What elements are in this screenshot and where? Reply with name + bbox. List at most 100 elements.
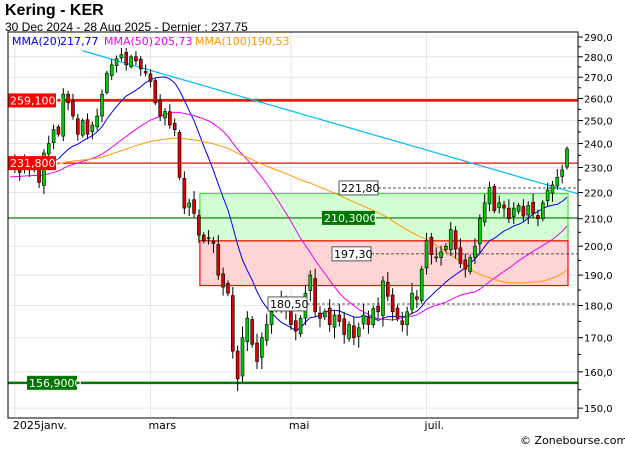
candle (536, 209, 540, 227)
candle-body (269, 311, 274, 325)
candle (71, 93, 75, 120)
dashed-level-label: 197,30 (334, 248, 373, 261)
candle-body (206, 237, 211, 240)
candle (168, 104, 172, 129)
candle-body (211, 240, 216, 244)
candle (192, 190, 196, 218)
candle-body (298, 317, 303, 335)
y-tick-label: 200,0 (584, 242, 613, 253)
candle-body (453, 230, 458, 250)
candle-body (56, 126, 61, 135)
dashed-label-box (267, 296, 308, 312)
candle (366, 310, 371, 334)
candle-body (545, 189, 550, 202)
candle-body (80, 120, 85, 136)
candle-body (502, 204, 506, 209)
candle-body (201, 234, 206, 241)
candle (90, 121, 95, 140)
legend-value: 190,53 (251, 35, 290, 48)
candle (51, 124, 56, 150)
candle-body (192, 199, 196, 214)
candle (560, 164, 564, 184)
candle-body (540, 202, 545, 220)
candle-body (400, 320, 405, 325)
candle (134, 51, 138, 66)
candle (245, 311, 250, 352)
legend-label: MMA(20) (12, 35, 61, 48)
candle-body (511, 207, 516, 217)
candle-body (138, 58, 143, 70)
candle (347, 321, 351, 342)
candle (293, 313, 298, 341)
candle (318, 306, 322, 328)
candle-body (61, 93, 66, 137)
candle-body (119, 54, 124, 59)
candle (308, 270, 313, 302)
candle-body (240, 337, 245, 377)
candle (502, 200, 506, 218)
candle (453, 226, 458, 259)
dashed-label-box (338, 180, 379, 196)
candle-body (424, 240, 429, 269)
candle-body (521, 206, 526, 217)
candle-body (308, 274, 313, 291)
candle-body (337, 314, 342, 322)
candle-body (85, 119, 90, 135)
candle (231, 287, 235, 359)
candle-body (555, 177, 560, 187)
candle (235, 345, 240, 392)
candle (153, 78, 158, 106)
candle (385, 272, 390, 302)
candle-body (46, 143, 51, 155)
candle-body (342, 318, 347, 335)
candle-body (134, 56, 138, 62)
candle (381, 276, 385, 327)
candle (497, 195, 501, 214)
candle-body (327, 307, 332, 325)
candle (298, 314, 303, 338)
candle (80, 118, 85, 138)
level-label-box (8, 156, 56, 171)
candle (371, 305, 376, 328)
candle (337, 304, 342, 327)
candle (540, 200, 545, 222)
candle (124, 47, 129, 71)
candle-body (507, 207, 511, 220)
candle (143, 64, 148, 77)
candle-body (376, 305, 380, 313)
level-label-box (8, 93, 56, 108)
candle-body (565, 148, 569, 168)
candle-body (148, 73, 153, 82)
candle-body (487, 187, 492, 205)
candle-body (385, 281, 390, 297)
candle (158, 94, 162, 122)
candle-body (105, 72, 109, 93)
y-tick-label: 180,0 (584, 302, 613, 313)
candle-body (143, 71, 148, 74)
candle-body (260, 337, 264, 358)
x-tick-label: mars (148, 419, 176, 432)
candle (487, 181, 492, 212)
candle (255, 333, 259, 370)
candle (410, 282, 414, 315)
candle (565, 146, 569, 170)
candle (429, 232, 434, 265)
candle (177, 130, 182, 180)
candle-body (410, 292, 414, 310)
candle-body (448, 229, 453, 250)
candle (473, 238, 477, 264)
candle (361, 304, 366, 330)
chart-subtitle: 30 Dec 2024 - 28 Aug 2025 - Dernier : 23… (5, 20, 248, 34)
candle-body (444, 245, 448, 250)
level-label: 259,1000 (10, 94, 63, 107)
y-tick-label: 210,0 (584, 215, 613, 226)
candle-body (395, 307, 400, 319)
candle (260, 332, 264, 370)
candle-body (516, 205, 521, 212)
candle (56, 124, 61, 137)
candle (516, 202, 521, 214)
candle-body (124, 52, 129, 66)
y-tick-label: 170,0 (584, 334, 613, 345)
y-tick-label: 220,0 (584, 189, 613, 200)
